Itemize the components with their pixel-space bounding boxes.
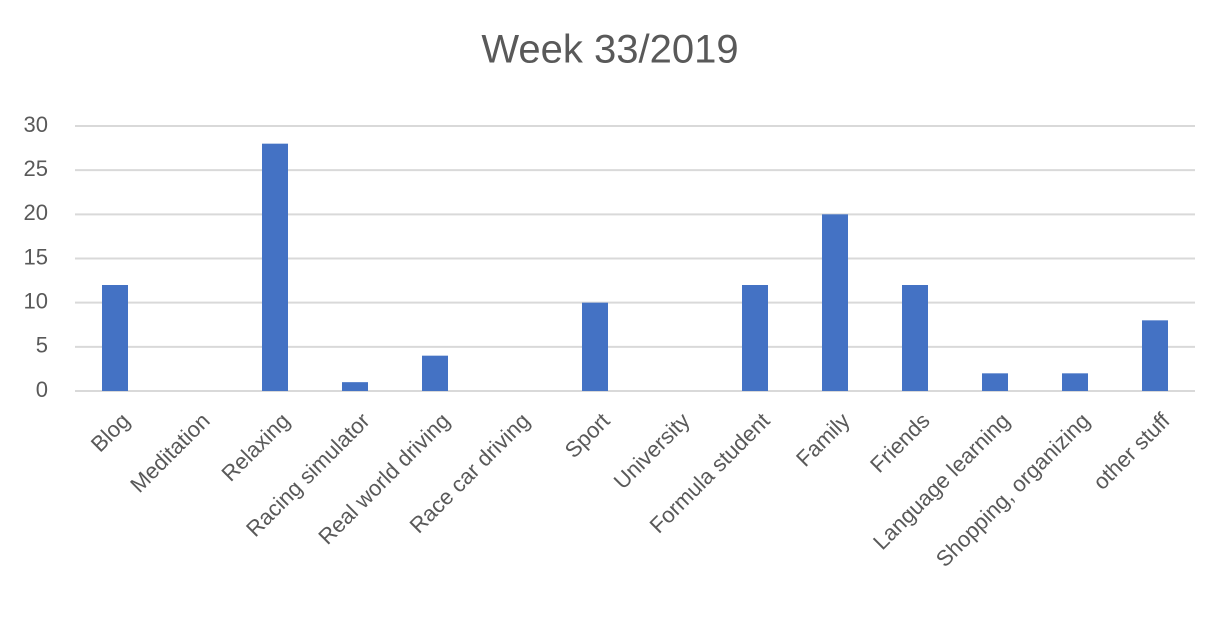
x-tick-label: Meditation xyxy=(125,408,214,497)
y-tick-label: 15 xyxy=(24,244,48,269)
x-tick-label: Relaxing xyxy=(216,408,294,486)
bar xyxy=(902,285,928,391)
bar xyxy=(822,214,848,391)
bar xyxy=(102,285,128,391)
bar xyxy=(342,382,368,391)
bar xyxy=(1062,373,1088,391)
x-tick-label: Family xyxy=(791,408,854,471)
x-tick-label: Friends xyxy=(865,408,935,478)
x-tick-label: University xyxy=(609,408,695,494)
bar xyxy=(982,373,1008,391)
bar xyxy=(262,143,288,391)
bar xyxy=(1142,320,1168,391)
x-tick-label: Language learning xyxy=(868,408,1015,555)
y-tick-label: 5 xyxy=(36,333,48,358)
bar xyxy=(582,302,608,391)
chart-title: Week 33/2019 xyxy=(481,28,738,72)
bar xyxy=(742,285,768,391)
y-tick-label: 0 xyxy=(36,377,48,402)
y-tick-label: 20 xyxy=(24,200,48,225)
x-tick-label: Shopping, organizing xyxy=(931,408,1095,572)
y-tick-label: 30 xyxy=(24,112,48,137)
y-tick-label: 10 xyxy=(24,288,48,313)
bar xyxy=(422,355,448,391)
x-tick-label: other stuff xyxy=(1088,407,1175,494)
x-tick-label: Sport xyxy=(560,408,615,463)
y-tick-label: 25 xyxy=(24,156,48,181)
x-tick-label: Blog xyxy=(86,408,135,457)
